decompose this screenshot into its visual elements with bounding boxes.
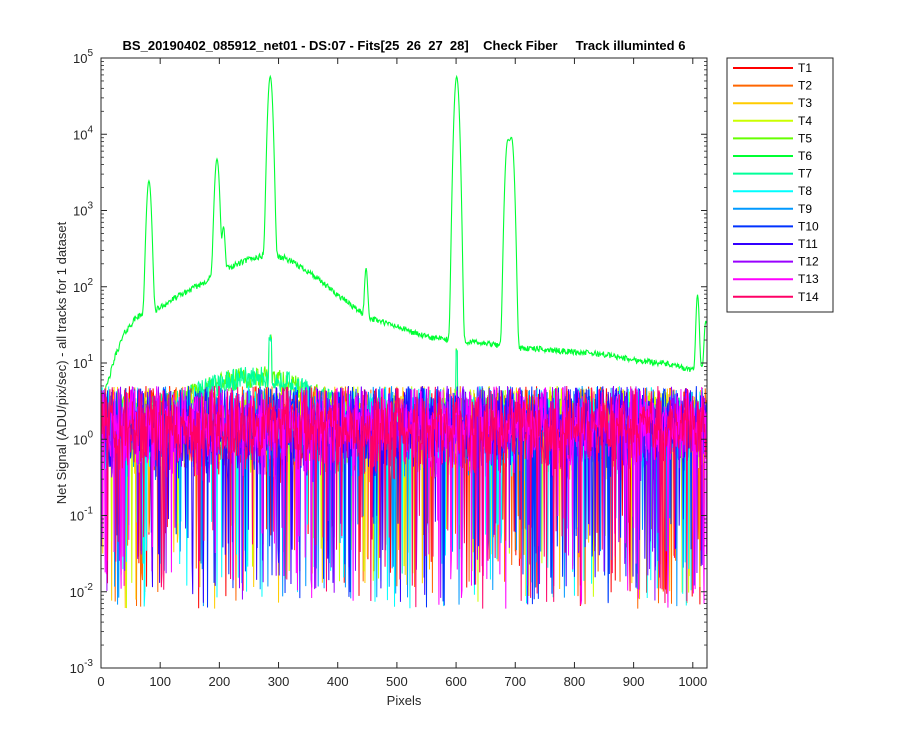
x-tick-label: 0 <box>97 674 104 689</box>
legend-label-t10: T10 <box>798 219 819 233</box>
x-tick-label: 800 <box>564 674 586 689</box>
legend-label-t2: T2 <box>798 79 812 93</box>
legend-label-t12: T12 <box>798 255 819 269</box>
y-tick-label: 100 <box>73 429 93 447</box>
legend-label-t5: T5 <box>798 131 812 145</box>
series-layer <box>101 74 707 609</box>
x-tick-label: 200 <box>209 674 231 689</box>
y-tick-label: 10-2 <box>70 582 94 600</box>
y-tick-label: 10-3 <box>70 658 94 676</box>
legend-label-t1: T1 <box>798 61 812 75</box>
y-tick-label: 101 <box>73 353 93 371</box>
legend-label-t11: T11 <box>798 237 818 251</box>
x-tick-label: 700 <box>504 674 526 689</box>
x-tick-label: 1000 <box>678 674 707 689</box>
y-axis-label: Net Signal (ADU/pix/sec) - all tracks fo… <box>54 221 69 504</box>
series-line-t14 <box>101 385 707 609</box>
y-axis: 10-3 10-2 10-1 100 101 102 103 104 105 <box>70 48 707 676</box>
y-tick-label: 10-1 <box>70 506 94 524</box>
x-tick-label: 900 <box>623 674 645 689</box>
x-tick-label: 600 <box>445 674 467 689</box>
x-axis: 0 100 200 300 400 500 600 700 800 900 1000 <box>97 58 707 689</box>
legend-label-t14: T14 <box>798 290 819 304</box>
legend-label-t4: T4 <box>798 114 812 128</box>
x-axis-label: Pixels <box>387 693 422 708</box>
legend-label-t13: T13 <box>798 272 819 286</box>
y-tick-label: 105 <box>73 48 93 66</box>
plot-area <box>100 57 708 669</box>
legend-label-t6: T6 <box>798 149 812 163</box>
chart-title: BS_20190402_085912_net01 - DS:07 - Fits[… <box>123 38 686 53</box>
x-tick-label: 500 <box>386 674 408 689</box>
legend-label-t3: T3 <box>798 96 812 110</box>
x-tick-label: 400 <box>327 674 349 689</box>
series-line-t6 <box>101 74 707 405</box>
x-tick-label: 300 <box>268 674 290 689</box>
y-tick-label: 103 <box>73 201 93 219</box>
legend[interactable]: T1 T2 T3 T4 T5 T6 T7 T8 T9 T10 T11 T12 T13 T14 <box>726 57 834 313</box>
y-tick-label: 102 <box>73 277 93 295</box>
legend-box <box>726 57 834 313</box>
legend-label-t7: T7 <box>798 167 812 181</box>
y-tick-label: 104 <box>73 124 93 142</box>
legend-label-t9: T9 <box>798 202 812 216</box>
legend-label-t8: T8 <box>798 184 812 198</box>
x-tick-label: 100 <box>149 674 171 689</box>
